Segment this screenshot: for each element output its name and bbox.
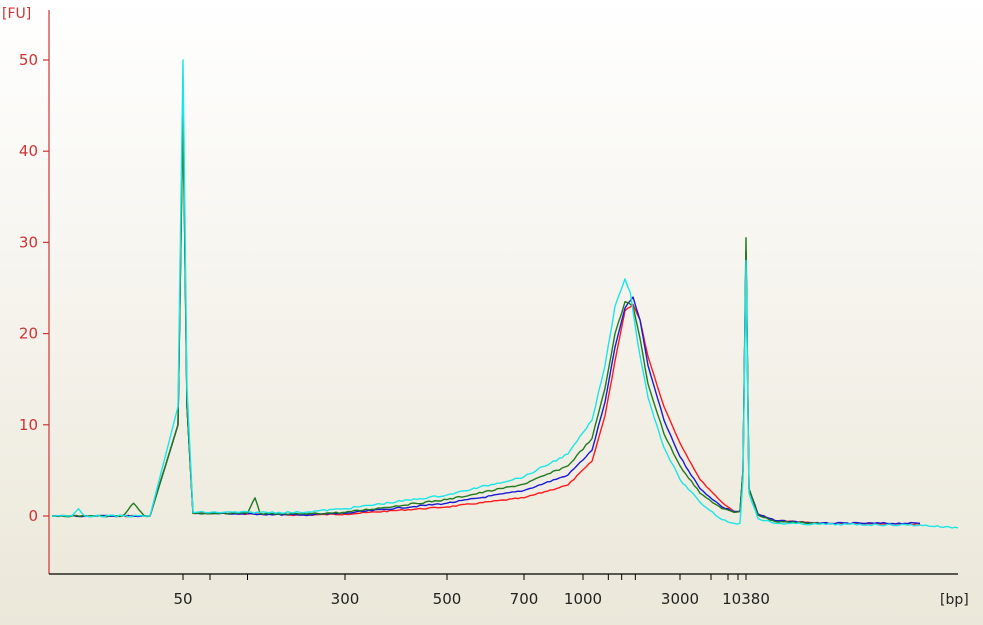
y-tick-label: 30 xyxy=(19,233,38,251)
x-tick-label: 10380 xyxy=(722,590,770,608)
y-tick-label: 10 xyxy=(19,416,38,434)
y-tick-label: 50 xyxy=(19,51,38,69)
y-tick-label: 40 xyxy=(19,142,38,160)
y-axis-ticks: 0 10 20 30 40 50 xyxy=(19,51,49,525)
x-tick-label: 300 xyxy=(331,590,360,608)
x-tick-label: 1000 xyxy=(564,590,602,608)
x-tick-label: 700 xyxy=(510,590,539,608)
x-axis-ticks: 50 300 500 700 1000 3000 10380 xyxy=(173,574,770,608)
y-tick-label: 0 xyxy=(28,507,38,525)
x-tick-label: 500 xyxy=(433,590,462,608)
series-line-4 xyxy=(51,59,959,529)
series-layer xyxy=(51,59,959,529)
y-axis-unit-label: [FU] xyxy=(2,6,31,22)
x-axis-unit-label: [bp] xyxy=(940,592,969,608)
y-tick-label: 20 xyxy=(19,325,38,343)
x-tick-label: 3000 xyxy=(661,590,699,608)
x-tick-label: 50 xyxy=(173,590,192,608)
